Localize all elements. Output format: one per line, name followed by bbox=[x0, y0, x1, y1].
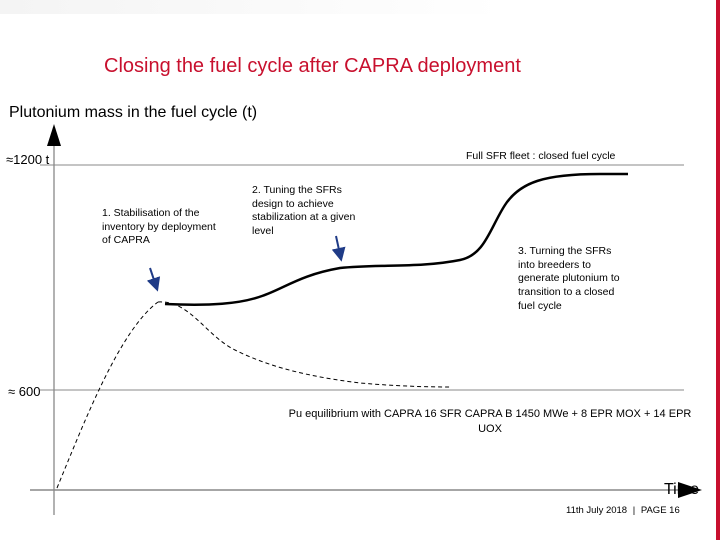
footer: 11th July 2018 | PAGE 16 bbox=[566, 505, 680, 516]
step1-label: 1. Stabilisation of the inventory by dep… bbox=[102, 207, 216, 247]
inventory-decline-dashed bbox=[157, 301, 451, 388]
x-axis-arrow bbox=[678, 482, 702, 498]
step3-label: 3. Turning the SFRs into breeders to gen… bbox=[518, 245, 620, 312]
full-fleet-label: Full SFR fleet : closed fuel cycle bbox=[466, 150, 616, 162]
step1-arrow bbox=[146, 267, 161, 292]
footer-date: 11th July 2018 bbox=[566, 505, 628, 516]
inventory-rise-dashed bbox=[56, 301, 159, 489]
y-label-1200: ≈1200 t bbox=[6, 152, 50, 167]
equilibrium-label: Pu equilibrium with CAPRA 16 SFR CAPRA B… bbox=[288, 408, 692, 435]
right-edge-accent bbox=[716, 0, 720, 540]
slide-title: Closing the fuel cycle after CAPRA deplo… bbox=[104, 55, 521, 77]
y-axis-title: Plutonium mass in the fuel cycle (t) bbox=[9, 104, 258, 121]
footer-separator: | bbox=[632, 505, 636, 516]
y-axis-arrow bbox=[47, 124, 61, 146]
inventory-tuning-curve bbox=[164, 172, 628, 306]
step2-arrow bbox=[331, 235, 346, 262]
x-axis-title: Time bbox=[664, 481, 699, 498]
top-band bbox=[0, 0, 720, 14]
footer-page: PAGE 16 bbox=[640, 505, 680, 516]
y-label-600: ≈ 600 bbox=[8, 384, 41, 399]
step2-label: 2. Tuning the SFRs design to achieve sta… bbox=[252, 184, 356, 237]
